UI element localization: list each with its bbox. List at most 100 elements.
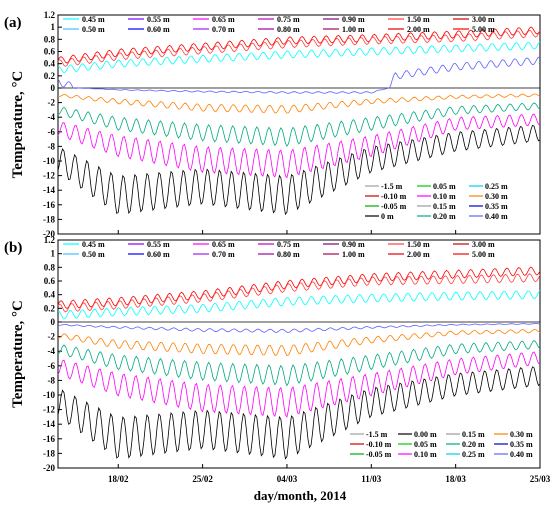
y-tick-label: 0.4 <box>44 59 56 69</box>
legend-label: 0.50 m <box>82 250 105 259</box>
series-line-0.20m <box>57 102 541 148</box>
y-tick-label: -6 <box>48 361 56 371</box>
series-line-0.30m <box>57 93 541 114</box>
y-tick-label: -8 <box>48 141 56 151</box>
series-line-0.45m <box>57 41 541 74</box>
legend-label: -1.5 m <box>366 430 388 439</box>
legend-label: -1.5 m <box>381 182 403 191</box>
y-tick-label: 1.2 <box>44 10 56 20</box>
legend-label: 0.45 m <box>82 240 105 249</box>
y-tick-label: -20 <box>43 463 55 473</box>
x-tick-label: 18/03 <box>445 474 466 484</box>
legend-label: 0.30 m <box>510 430 533 439</box>
x-tick-label: 11/03 <box>361 474 382 484</box>
legend-label: 0.25 m <box>462 450 485 459</box>
legend-label: 5.00 m <box>472 250 495 259</box>
series-line-5.00m <box>57 26 541 64</box>
x-tick-label: 18/02 <box>108 474 129 484</box>
legend-label: 0.40 m <box>485 212 508 221</box>
y-tick-label: -8 <box>48 375 56 385</box>
y-tick-label: 0.2 <box>44 303 56 313</box>
plot-frame <box>57 239 541 469</box>
y-tick-label: 1 <box>51 249 56 259</box>
y-tick-label: -10 <box>43 390 55 400</box>
y-tick-label: -12 <box>43 405 55 415</box>
legend-label: 0.00 m <box>414 430 437 439</box>
y-tick-label: -4 <box>48 346 56 356</box>
y-tick-label: -4 <box>48 112 56 122</box>
series-line-5.00m <box>57 266 541 310</box>
legend-label: 0.35 m <box>510 440 533 449</box>
y-tick-label: 0.8 <box>44 262 56 272</box>
legend-label: 0.45 m <box>82 15 105 24</box>
legend-label: 0.65 m <box>212 240 235 249</box>
legend-label: 1.50 m <box>407 240 430 249</box>
legend-label: 2.00 m <box>407 250 430 259</box>
legend-label: 0.20 m <box>433 212 456 221</box>
legend-label: 0.05 m <box>433 182 456 191</box>
y-tick-label: 0 <box>51 317 56 327</box>
legend-label: 0.25 m <box>485 182 508 191</box>
series-line-1.50m <box>57 273 541 313</box>
legend-label: 0 m <box>381 212 394 221</box>
legend-label: 0.35 m <box>485 202 508 211</box>
y-tick-label: -12 <box>43 171 55 181</box>
legend-label: 0.70 m <box>212 25 235 34</box>
legend-label: 0.60 m <box>147 25 170 34</box>
y-tick-label: -14 <box>43 185 55 195</box>
y-tick-label: -14 <box>43 419 55 429</box>
legend-label: 0.10 m <box>433 192 456 201</box>
legend-label: 0.55 m <box>147 240 170 249</box>
x-tick-label: 25/02 <box>192 474 213 484</box>
legend-label: 5.00 m <box>472 25 495 34</box>
panel-label: (a) <box>4 15 22 31</box>
y-tick-label: -20 <box>43 229 55 239</box>
y-axis-label: Temperature, °C <box>10 300 26 408</box>
legend-label: 0.90 m <box>342 240 365 249</box>
y-tick-label: 0.2 <box>44 71 56 81</box>
series-line-0.40m <box>57 56 541 94</box>
series-line-0.45m <box>57 290 541 320</box>
legend-label: 0.75 m <box>277 240 300 249</box>
legend-label: 0.50 m <box>82 25 105 34</box>
legend-label: 0.10 m <box>414 450 437 459</box>
legend-label: 2.00 m <box>407 25 430 34</box>
legend-label: 1.00 m <box>342 250 365 259</box>
plot-frame <box>57 14 541 235</box>
y-tick-label: -16 <box>43 200 55 210</box>
series-line-0m <box>57 124 541 216</box>
legend-label: 0.55 m <box>147 15 170 24</box>
series-line-0.30m <box>57 329 541 356</box>
legend-label: 0.05 m <box>414 440 437 449</box>
legend-label: 0.80 m <box>277 25 300 34</box>
y-tick-label: -2 <box>48 98 56 108</box>
legend-label: 0.65 m <box>212 15 235 24</box>
series-line-0.00m <box>57 366 541 460</box>
y-tick-label: 0.8 <box>44 34 56 44</box>
series-line-0.40m <box>57 323 541 333</box>
x-tick-label: 25/03 <box>530 474 550 484</box>
legend-label: -0.05 m <box>366 450 392 459</box>
series-line-0.10m <box>57 113 541 179</box>
y-tick-label: 0.4 <box>44 290 56 300</box>
legend-label: 0.80 m <box>277 250 300 259</box>
legend-label: 0.60 m <box>147 250 170 259</box>
y-tick-label: -18 <box>43 214 55 224</box>
y-tick-label: 0.6 <box>44 276 56 286</box>
panel-a: -20-18-16-14-12-10-8-6-4-200.20.40.60.81… <box>4 10 541 239</box>
y-tick-label: -18 <box>43 448 55 458</box>
y-tick-label: 0.6 <box>44 47 56 57</box>
legend-label: -0.10 m <box>381 192 407 201</box>
legend-label: -0.10 m <box>366 440 392 449</box>
y-tick-label: -16 <box>43 434 55 444</box>
legend-label: 0.90 m <box>342 15 365 24</box>
legend-label: 3.00 m <box>472 15 495 24</box>
series-line-0.10m <box>57 351 541 418</box>
series-line-1.50m <box>57 29 541 67</box>
legend-label: 1.50 m <box>407 15 430 24</box>
y-tick-label: 1.2 <box>44 235 56 245</box>
legend-label: 0.40 m <box>510 450 533 459</box>
legend-label: 3.00 m <box>472 240 495 249</box>
panel-b: -20-18-16-14-12-10-8-6-4-200.20.40.60.81… <box>4 235 550 484</box>
